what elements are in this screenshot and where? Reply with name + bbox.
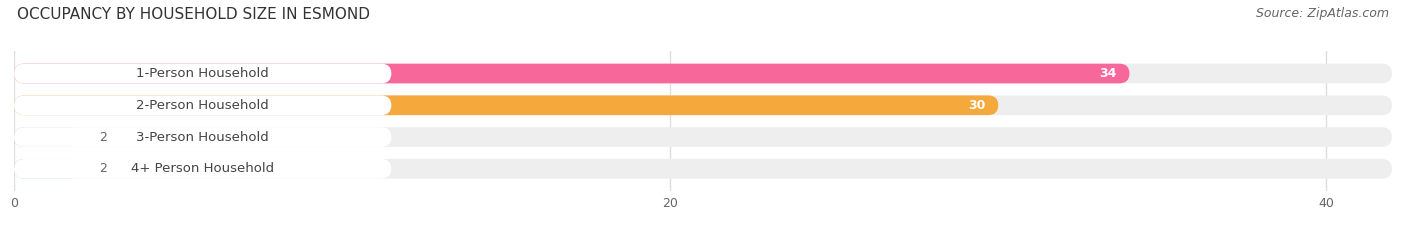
FancyBboxPatch shape [14,96,998,115]
FancyBboxPatch shape [14,64,391,83]
FancyBboxPatch shape [14,159,80,179]
FancyBboxPatch shape [14,127,80,147]
Text: 2: 2 [100,162,107,175]
Text: 1-Person Household: 1-Person Household [136,67,269,80]
FancyBboxPatch shape [14,96,1392,115]
FancyBboxPatch shape [14,127,1392,147]
FancyBboxPatch shape [14,64,1129,83]
FancyBboxPatch shape [14,159,391,179]
FancyBboxPatch shape [14,96,391,115]
Text: 4+ Person Household: 4+ Person Household [131,162,274,175]
Text: 30: 30 [967,99,986,112]
Text: 3-Person Household: 3-Person Household [136,130,269,144]
Text: 34: 34 [1099,67,1116,80]
Text: Source: ZipAtlas.com: Source: ZipAtlas.com [1256,7,1389,20]
Text: 2: 2 [100,130,107,144]
FancyBboxPatch shape [14,127,391,147]
FancyBboxPatch shape [14,64,1392,83]
FancyBboxPatch shape [14,159,1392,179]
Text: 2-Person Household: 2-Person Household [136,99,269,112]
Text: OCCUPANCY BY HOUSEHOLD SIZE IN ESMOND: OCCUPANCY BY HOUSEHOLD SIZE IN ESMOND [17,7,370,22]
